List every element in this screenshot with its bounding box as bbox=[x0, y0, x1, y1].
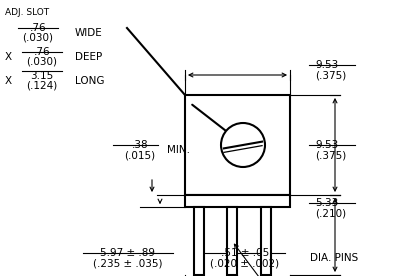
Text: (.210): (.210) bbox=[315, 208, 346, 218]
Text: 3.15: 3.15 bbox=[30, 71, 54, 81]
Bar bbox=[227, 207, 237, 275]
Text: (.030): (.030) bbox=[26, 57, 58, 67]
Text: LONG: LONG bbox=[75, 76, 104, 86]
Text: .51 ± .05: .51 ± .05 bbox=[221, 248, 269, 258]
Text: (.030): (.030) bbox=[22, 33, 54, 43]
Text: 5.33: 5.33 bbox=[315, 198, 338, 208]
Text: (.020 ± .002): (.020 ± .002) bbox=[210, 258, 280, 268]
Text: (.015): (.015) bbox=[124, 150, 156, 160]
Circle shape bbox=[221, 123, 265, 167]
Text: X: X bbox=[5, 76, 12, 86]
Text: X: X bbox=[5, 52, 12, 62]
Text: (.235 ± .035): (.235 ± .035) bbox=[93, 258, 163, 268]
Bar bbox=[185, 95, 290, 195]
Text: DEEP: DEEP bbox=[75, 52, 102, 62]
Text: .38: .38 bbox=[132, 140, 148, 150]
Bar bbox=[185, 195, 290, 207]
Text: (.124): (.124) bbox=[26, 81, 58, 91]
Text: (.375): (.375) bbox=[315, 70, 346, 80]
Text: MIN.: MIN. bbox=[167, 145, 190, 155]
Bar bbox=[261, 207, 271, 275]
Text: (.375): (.375) bbox=[315, 150, 346, 160]
Text: .76: .76 bbox=[30, 23, 46, 33]
Text: ADJ. SLOT: ADJ. SLOT bbox=[5, 8, 49, 17]
Text: WIDE: WIDE bbox=[75, 28, 103, 38]
Text: DIA. PINS: DIA. PINS bbox=[310, 253, 358, 263]
Text: .76: .76 bbox=[34, 47, 50, 57]
Text: 5.97 ± .89: 5.97 ± .89 bbox=[100, 248, 156, 258]
Bar bbox=[194, 207, 204, 275]
Text: 9.53: 9.53 bbox=[315, 60, 338, 70]
Text: 9.53: 9.53 bbox=[315, 140, 338, 150]
